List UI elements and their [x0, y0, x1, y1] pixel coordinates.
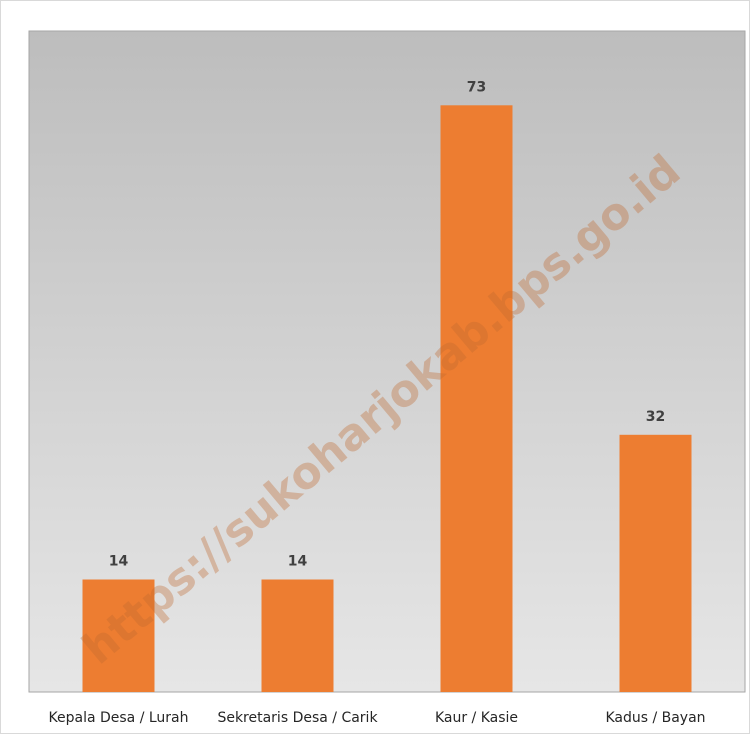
data-labels-layer: 14 14 73 32	[109, 79, 665, 569]
category-label-3: Kaur / Kasie	[435, 710, 518, 726]
bar-4	[619, 434, 692, 692]
category-labels-layer: Kepala Desa / Lurah Sekretaris Desa / Car…	[49, 710, 706, 726]
data-label-4: 32	[646, 409, 665, 425]
bar-3	[440, 105, 513, 693]
category-label-1: Kepala Desa / Lurah	[49, 710, 189, 726]
category-label-4: Kadus / Bayan	[605, 710, 705, 726]
data-label-2: 14	[288, 554, 308, 570]
bar-2	[261, 579, 334, 692]
data-label-1: 14	[109, 554, 129, 570]
data-label-3: 73	[467, 79, 486, 95]
bar-1	[82, 579, 155, 692]
category-label-2: Sekretaris Desa / Carik	[217, 710, 378, 726]
bars-layer	[82, 105, 692, 693]
